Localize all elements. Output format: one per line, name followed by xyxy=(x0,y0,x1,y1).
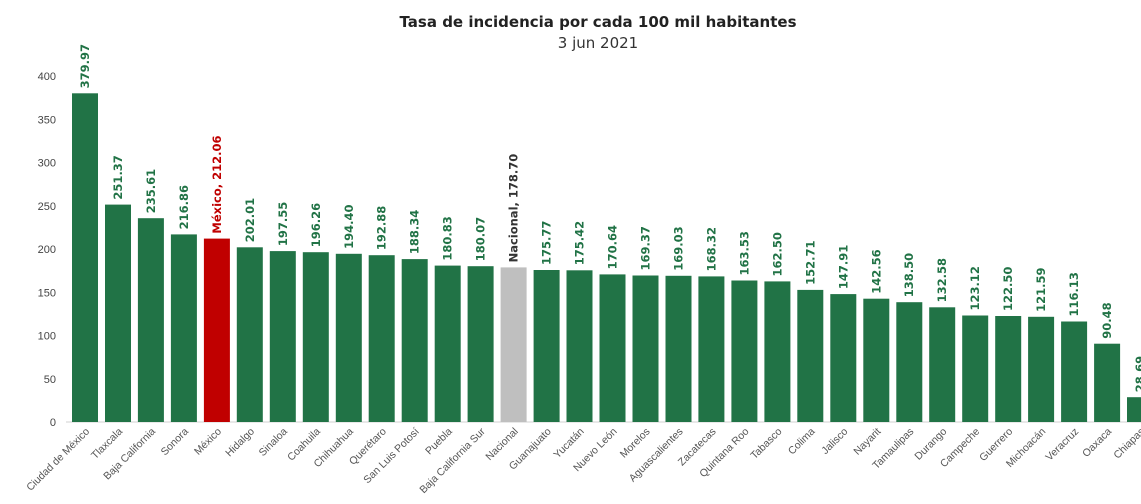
value-label: 197.55 xyxy=(276,202,290,246)
value-label: 169.03 xyxy=(671,226,685,270)
bar xyxy=(896,302,923,422)
bar xyxy=(929,307,956,422)
y-tick-label: 200 xyxy=(38,244,56,256)
y-tick-label: 250 xyxy=(38,201,56,213)
category-label: Oaxaca xyxy=(1080,426,1114,460)
y-tick-label: 50 xyxy=(44,374,56,386)
value-label: 216.86 xyxy=(177,185,191,229)
value-label: México, 212.06 xyxy=(210,135,224,233)
bars xyxy=(72,93,1141,423)
y-tick-label: 100 xyxy=(38,331,56,343)
value-label: 202.01 xyxy=(243,198,257,242)
value-label: 162.50 xyxy=(770,232,784,276)
value-label: 379.97 xyxy=(78,44,92,88)
bar xyxy=(236,247,263,422)
bar xyxy=(599,274,626,422)
y-tick-label: 400 xyxy=(38,71,56,83)
bar xyxy=(797,289,824,422)
value-label: 147.91 xyxy=(836,245,850,289)
bar xyxy=(335,253,362,422)
bar xyxy=(1061,321,1088,422)
y-tick-label: 350 xyxy=(38,114,56,126)
y-axis-ticks: 0 50 100 150 200 250 300 350 400 xyxy=(38,71,56,429)
value-label: 123.12 xyxy=(968,266,982,310)
category-label: Ciudad de México xyxy=(24,426,92,494)
value-label: 169.37 xyxy=(638,226,652,270)
value-label: 142.56 xyxy=(869,249,883,293)
value-label: 196.26 xyxy=(309,203,323,247)
value-label: 116.13 xyxy=(1067,272,1081,316)
bar xyxy=(863,298,890,422)
bar xyxy=(962,315,989,422)
bar xyxy=(566,270,593,422)
y-tick-label: 150 xyxy=(38,287,56,299)
bar xyxy=(137,218,164,422)
bar xyxy=(731,280,758,422)
category-label: Nayarit xyxy=(851,426,883,458)
bar xyxy=(533,270,560,422)
bar xyxy=(995,316,1022,422)
category-label: Jalisco xyxy=(819,426,850,457)
value-label: 168.32 xyxy=(704,227,718,271)
value-label: 170.64 xyxy=(606,225,620,269)
bar xyxy=(269,251,296,422)
value-label: Nacional, 178.70 xyxy=(507,154,521,263)
category-label: Hidalgo xyxy=(223,426,257,460)
y-tick-label: 300 xyxy=(38,158,56,170)
bar xyxy=(467,266,494,422)
bar xyxy=(1094,343,1121,422)
category-label: Sonora xyxy=(159,426,192,459)
chart-subtitle: 3 jun 2021 xyxy=(557,34,639,52)
category-label: Puebla xyxy=(423,426,455,458)
value-label: 188.34 xyxy=(408,210,422,254)
value-label: 175.77 xyxy=(540,221,554,265)
value-label: 90.48 xyxy=(1100,302,1114,338)
bar xyxy=(500,267,527,422)
value-label: 163.53 xyxy=(737,231,751,275)
category-label: Chiapas xyxy=(1111,426,1141,462)
bar xyxy=(105,204,131,422)
bar xyxy=(764,281,791,422)
value-label: 194.40 xyxy=(342,204,356,248)
bar xyxy=(203,238,230,422)
value-labels: 379.97 251.37 235.61 216.86 México, 212.06 20… xyxy=(78,44,1141,392)
bar xyxy=(830,294,857,422)
value-label: 192.88 xyxy=(375,206,389,250)
bar xyxy=(698,276,725,422)
bar xyxy=(401,259,428,422)
value-label: 180.07 xyxy=(474,217,488,261)
category-label: Colima xyxy=(786,426,818,458)
chart-title: Tasa de incidencia por cada 100 mil habi… xyxy=(399,13,797,31)
value-label: 152.71 xyxy=(803,241,817,285)
value-label: 180.83 xyxy=(441,216,455,260)
bar xyxy=(434,265,461,422)
bar xyxy=(72,93,98,423)
value-label: 138.50 xyxy=(902,253,916,297)
value-label: 122.50 xyxy=(1001,267,1015,311)
bar xyxy=(368,255,395,422)
bar xyxy=(1127,397,1141,422)
bar xyxy=(302,252,329,422)
bar xyxy=(1028,316,1055,422)
y-tick-label: 0 xyxy=(50,417,56,429)
bar xyxy=(632,275,659,422)
category-label: México xyxy=(192,426,224,458)
value-label: 121.59 xyxy=(1034,267,1048,311)
value-label: 251.37 xyxy=(111,155,125,199)
value-label: 235.61 xyxy=(144,169,158,213)
value-label: 175.42 xyxy=(573,221,587,265)
category-label: Veracruz xyxy=(1043,426,1081,464)
bar xyxy=(665,275,692,422)
bar xyxy=(170,234,197,422)
category-label: Tabasco xyxy=(748,426,784,462)
value-label: 132.58 xyxy=(935,258,949,302)
value-label: 28.69 xyxy=(1133,356,1141,392)
